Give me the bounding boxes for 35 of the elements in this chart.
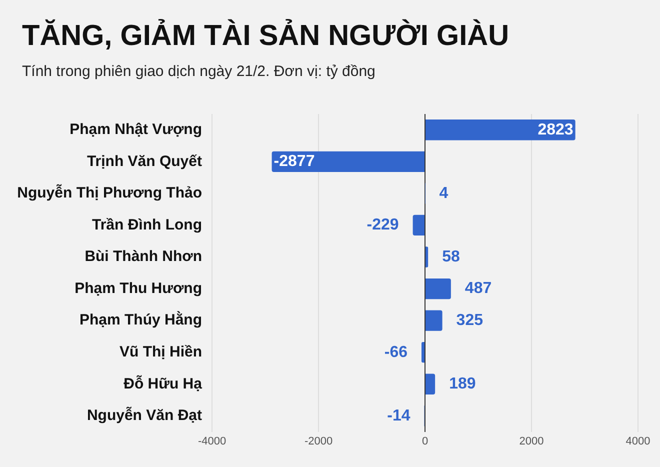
y-tick-label: Vũ Thị Hiền bbox=[120, 343, 202, 360]
bar bbox=[426, 278, 451, 300]
data-label: -66 bbox=[384, 344, 408, 361]
x-tick-label: -2000 bbox=[304, 435, 333, 448]
chart-subtitle: Tính trong phiên giao dịch ngày 21/2. Đơn vị: tỷ đồng bbox=[22, 63, 376, 80]
bar bbox=[426, 120, 576, 140]
y-tick-label: Phạm Thu Hương bbox=[74, 280, 202, 297]
y-tick-label: Phạm Thúy Hằng bbox=[79, 310, 202, 329]
y-tick-label: Nguyễn Thị Phương Thảo bbox=[17, 184, 202, 202]
data-label: 487 bbox=[464, 280, 492, 298]
data-label: 58 bbox=[442, 248, 460, 266]
data-label: 4 bbox=[439, 184, 448, 202]
y-tick-label: Trịnh Văn Quyết bbox=[86, 152, 202, 170]
y-tick-label: Nguyễn Văn Đạt bbox=[86, 406, 202, 424]
data-label: -229 bbox=[366, 216, 399, 234]
data-label: -2877 bbox=[274, 153, 315, 170]
bar bbox=[272, 151, 424, 172]
data-label: 189 bbox=[449, 376, 476, 393]
x-tick-label: -4000 bbox=[198, 435, 226, 448]
bar bbox=[412, 214, 424, 236]
bar bbox=[426, 310, 442, 331]
y-tick-label: Trần Đình Long bbox=[92, 216, 202, 234]
x-tick-label: 0 bbox=[422, 435, 428, 448]
data-label: 2823 bbox=[538, 121, 574, 138]
y-tick-label: Phạm Nhật Vượng bbox=[70, 121, 202, 138]
bar bbox=[426, 374, 436, 394]
y-tick-label: Bùi Thành Nhơn bbox=[84, 248, 202, 266]
x-tick-label: 4000 bbox=[626, 435, 650, 448]
bar bbox=[426, 246, 428, 268]
chart-title: TĂNG, GIẢM TÀI SẢN NGƯỜI GIÀU bbox=[22, 20, 510, 53]
bar bbox=[421, 342, 424, 363]
x-tick-label: 2000 bbox=[519, 435, 544, 448]
data-label: 325 bbox=[456, 312, 484, 329]
data-label: -14 bbox=[387, 407, 410, 424]
y-tick-label: Đỗ Hữu Hạ bbox=[124, 374, 203, 392]
